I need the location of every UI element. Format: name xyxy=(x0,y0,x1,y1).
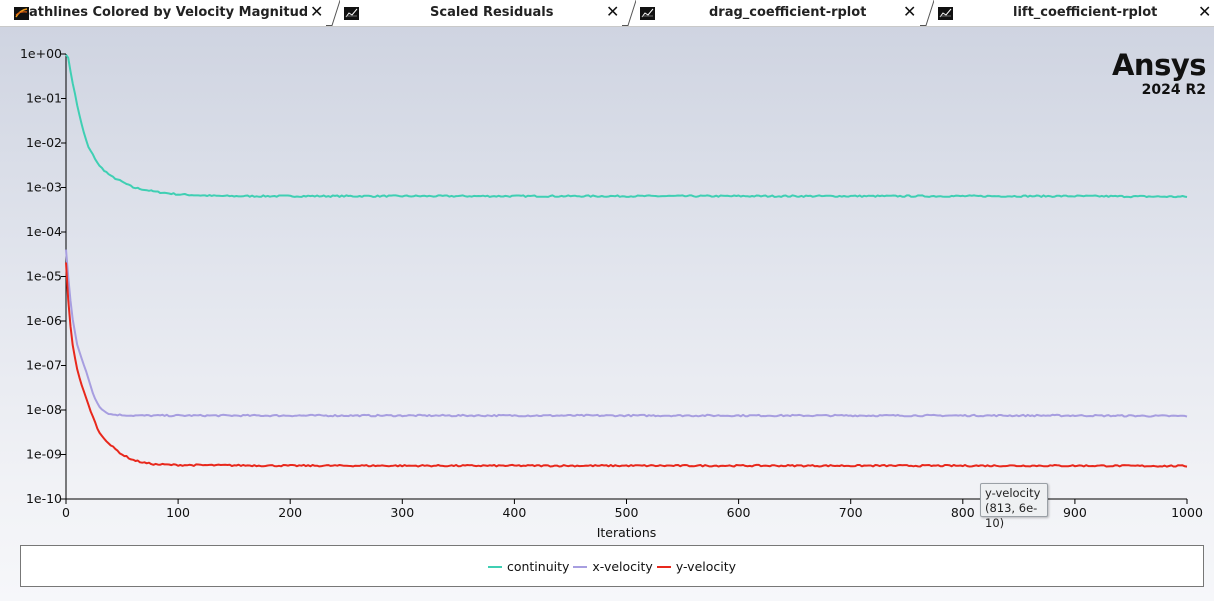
series-line-continuity xyxy=(65,54,1188,199)
y-tick-label: 1e-05 xyxy=(26,269,62,284)
legend-swatch xyxy=(656,565,671,568)
series-line-y-velocity xyxy=(65,262,1188,468)
x-tick-label: 600 xyxy=(727,505,751,520)
close-icon[interactable]: ✕ xyxy=(1198,2,1212,21)
legend-swatch xyxy=(487,565,502,568)
tab-lift-coefficient[interactable]: lift_coefficient-rplot ✕ xyxy=(934,0,1214,26)
legend-item-x-velocity: x-velocity xyxy=(573,559,653,574)
legend-items: continuity x-velocity y-velocity xyxy=(21,559,1203,574)
x-tick-label: 900 xyxy=(1063,505,1087,520)
y-tick-label: 1e-02 xyxy=(26,135,62,150)
legend-item-y-velocity: y-velocity xyxy=(656,559,737,574)
tooltip-series: y-velocity xyxy=(985,486,1041,500)
legend-label: y-velocity xyxy=(675,559,737,574)
close-icon[interactable]: ✕ xyxy=(606,2,620,21)
x-tick-label: 1000 xyxy=(1171,505,1203,520)
residuals-chart[interactable]: 1e+00 1e-01 1e-02 1e-03 1e-04 1e-05 1e-06 1e-07… xyxy=(0,27,1214,601)
plot-window-icon xyxy=(344,6,359,20)
x-axis-label: Iterations xyxy=(597,525,657,540)
legend-label: x-velocity xyxy=(592,559,653,574)
close-icon[interactable]: ✕ xyxy=(310,2,324,21)
x-tick-label: 500 xyxy=(615,505,639,520)
y-tick-label: 1e-06 xyxy=(26,313,62,328)
x-tick-label: 0 xyxy=(62,505,70,520)
tab-label: lift_coefficient-rplot xyxy=(1013,5,1158,20)
legend: continuity x-velocity y-velocity xyxy=(20,545,1204,587)
legend-swatch xyxy=(573,565,588,568)
x-tick-label: 200 xyxy=(278,505,302,520)
y-tick-label: 1e-01 xyxy=(26,91,62,106)
legend-item-continuity: continuity xyxy=(487,559,570,574)
close-icon[interactable]: ✕ xyxy=(903,2,917,21)
x-tick-label: 300 xyxy=(390,505,414,520)
plot-area[interactable]: 1e+00 1e-01 1e-02 1e-03 1e-04 1e-05 1e-06 1e-07… xyxy=(0,27,1214,601)
x-tick-label: 100 xyxy=(166,505,190,520)
plot-window-icon xyxy=(938,6,953,20)
x-tick-label: 400 xyxy=(502,505,526,520)
y-tick-label: 1e-04 xyxy=(26,224,62,239)
y-tick-label: 1e-08 xyxy=(26,402,62,417)
y-tick-label: 1e-03 xyxy=(26,180,62,195)
x-tick-label: 800 xyxy=(951,505,975,520)
brand-name: Ansys xyxy=(1111,48,1207,82)
tooltip-value: (813, 6e-10) xyxy=(985,501,1038,530)
plot-window-icon xyxy=(640,6,655,20)
tab-drag-coefficient[interactable]: drag_coefficient-rplot ✕ xyxy=(636,0,924,26)
tab-label: athlines Colored by Velocity Magnitude [… xyxy=(29,5,307,20)
legend-label: continuity xyxy=(506,559,570,574)
tab-bar: athlines Colored by Velocity Magnitude [… xyxy=(0,0,1214,27)
y-tick-label: 1e-07 xyxy=(26,358,62,373)
tab-label: drag_coefficient-rplot xyxy=(709,5,867,20)
tab-scaled-residuals[interactable]: Scaled Residuals ✕ xyxy=(340,0,625,26)
ansys-logo: Ansys 2024 R2 xyxy=(1111,48,1207,98)
tab-pathlines[interactable]: athlines Colored by Velocity Magnitude [… xyxy=(0,0,330,26)
plot-window-icon xyxy=(14,6,29,20)
y-tick-label: 1e-10 xyxy=(26,491,62,506)
y-tick-label: 1e-09 xyxy=(26,447,62,462)
tab-label: Scaled Residuals xyxy=(430,5,554,20)
brand-version: 2024 R2 xyxy=(1141,82,1206,98)
x-tick-label: 700 xyxy=(839,505,863,520)
series-line-x-velocity xyxy=(65,249,1188,418)
y-tick-label: 1e+00 xyxy=(20,46,62,61)
data-tooltip: y-velocity (813, 6e-10) xyxy=(980,483,1048,530)
